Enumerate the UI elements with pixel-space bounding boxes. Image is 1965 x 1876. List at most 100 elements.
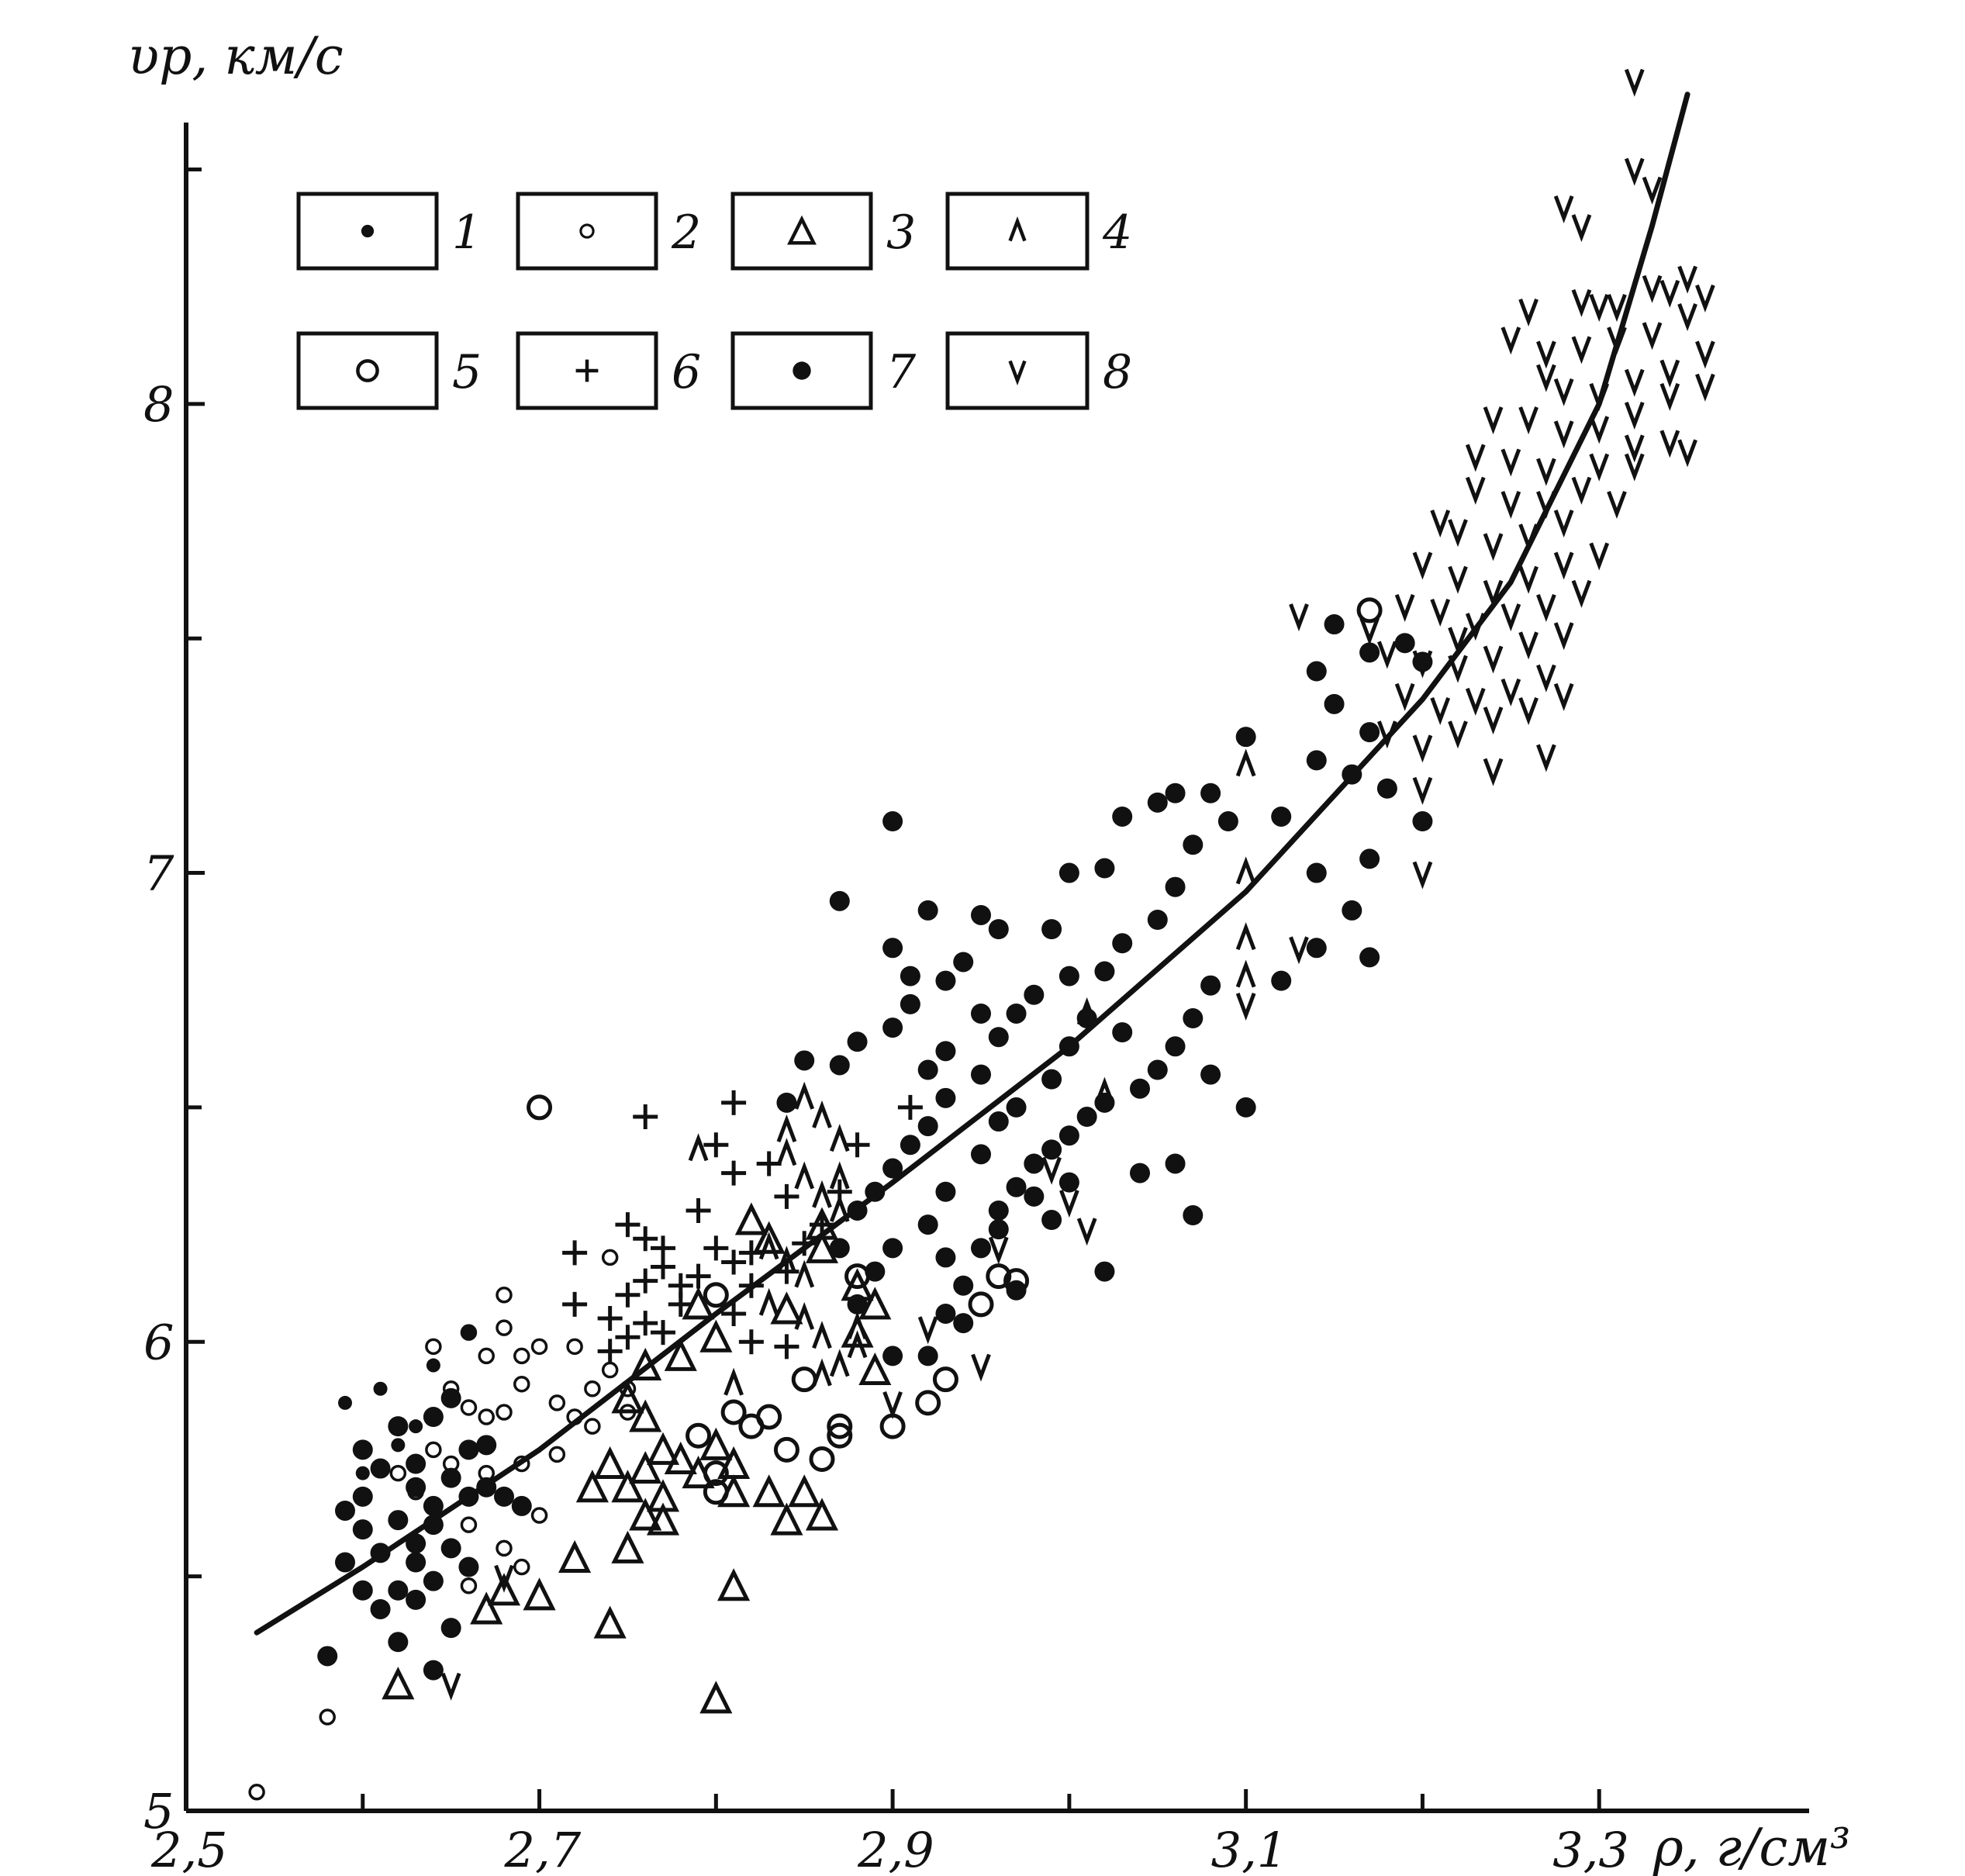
data-point — [548, 1394, 566, 1411]
data-point — [935, 970, 956, 991]
data-point — [1359, 848, 1380, 869]
data-point — [971, 1064, 991, 1085]
data-point — [440, 1538, 461, 1559]
data-point — [601, 1249, 619, 1266]
legend-marker — [575, 359, 599, 382]
data-point — [566, 1408, 583, 1425]
data-point — [1165, 876, 1186, 897]
data-point — [1112, 806, 1133, 827]
data-point — [812, 1180, 832, 1208]
axis-tick-labels: 2,5 2,7 2,9 3,1 3,3 5 6 7 8 — [143, 376, 1629, 1876]
data-point — [900, 993, 920, 1014]
data-point — [756, 1151, 782, 1176]
data-point — [1624, 434, 1645, 463]
data-point — [496, 1404, 513, 1421]
data-point — [738, 1329, 764, 1355]
legend-box — [516, 192, 658, 271]
data-point — [248, 1784, 265, 1801]
legend-box — [296, 192, 439, 271]
data-point — [1394, 593, 1415, 622]
data-point — [1041, 919, 1062, 940]
trend-curve — [254, 92, 1690, 1636]
data-point — [1571, 579, 1592, 608]
data-point — [1165, 783, 1186, 803]
data-point — [1553, 682, 1574, 711]
data-point — [776, 1138, 797, 1166]
data-point — [1147, 910, 1168, 931]
data-point — [575, 1470, 609, 1503]
data-point — [1483, 579, 1504, 608]
data-point — [1501, 603, 1521, 632]
data-point — [1235, 993, 1256, 1021]
data-point — [1536, 340, 1556, 369]
legend-marker — [1008, 360, 1027, 386]
data-point — [1430, 697, 1451, 726]
data-point — [917, 1214, 938, 1235]
data-point — [897, 1094, 923, 1120]
data-point — [847, 1031, 868, 1052]
data-point — [935, 1303, 956, 1324]
data-point — [773, 1436, 799, 1463]
data-point — [829, 1124, 850, 1152]
data-point — [319, 1708, 336, 1726]
data-point — [1359, 642, 1380, 663]
data-point — [1571, 214, 1592, 243]
data-point — [721, 1090, 747, 1115]
x-tick-label: 2,5 — [150, 1822, 228, 1876]
data-point — [593, 1605, 627, 1639]
data-point — [646, 1479, 680, 1512]
legend-marker — [793, 361, 811, 380]
data-point — [423, 1570, 444, 1591]
data-point — [1006, 1003, 1027, 1024]
data-point — [1200, 975, 1221, 996]
data-point — [774, 1183, 799, 1209]
data-point — [1483, 645, 1504, 674]
data-point — [1695, 340, 1715, 369]
data-point — [1094, 1261, 1115, 1282]
y-tick-label: 7 — [143, 845, 174, 902]
data-point — [1536, 364, 1556, 392]
data-point — [1147, 792, 1168, 813]
legend-box — [730, 192, 873, 271]
data-point — [562, 1291, 588, 1317]
data-point — [1183, 1008, 1204, 1029]
data-point — [335, 1552, 355, 1573]
data-point — [865, 1181, 886, 1202]
data-point — [388, 1580, 409, 1601]
data-point — [458, 1439, 479, 1460]
data-point — [900, 966, 920, 986]
data-point — [440, 1387, 461, 1408]
data-point — [1536, 458, 1556, 486]
data-point — [738, 1413, 765, 1439]
data-point — [1006, 1097, 1027, 1118]
data-point — [1342, 900, 1362, 921]
data-point — [423, 1660, 444, 1681]
data-point — [593, 1446, 627, 1480]
legend-label: 5 — [452, 345, 482, 399]
data-point — [1430, 510, 1451, 538]
data-point — [1518, 406, 1539, 435]
data-point — [1465, 476, 1486, 505]
data-point — [703, 1479, 729, 1505]
data-point — [1536, 664, 1556, 693]
data-point — [953, 1313, 974, 1334]
data-point — [1412, 811, 1433, 832]
data-point — [1624, 68, 1645, 97]
data-point — [770, 1502, 803, 1536]
data-point — [1536, 744, 1556, 772]
data-point — [440, 1618, 461, 1639]
data-point — [1659, 279, 1680, 308]
data-point — [865, 1261, 886, 1282]
data-point — [611, 1470, 644, 1503]
data-point — [355, 1466, 370, 1480]
data-point — [829, 890, 850, 911]
data-point — [317, 1646, 338, 1667]
data-point — [1058, 862, 1079, 883]
data-point — [476, 1435, 497, 1456]
data-point — [373, 1381, 388, 1396]
data-point — [721, 1249, 747, 1275]
data-point — [1006, 1176, 1027, 1197]
data-point — [611, 1380, 644, 1414]
data-point — [470, 1591, 503, 1625]
data-point — [476, 1477, 497, 1498]
